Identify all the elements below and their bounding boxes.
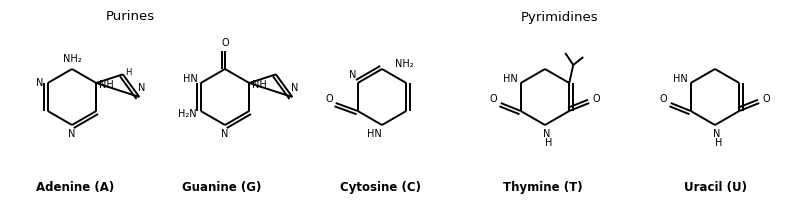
Text: N: N (138, 83, 145, 93)
Text: O: O (593, 94, 600, 104)
Text: N: N (543, 129, 550, 139)
Text: H₂N: H₂N (178, 109, 197, 119)
Text: NH₂: NH₂ (394, 59, 414, 69)
Text: Purines: Purines (106, 11, 154, 23)
Text: H: H (125, 68, 131, 77)
Text: O: O (762, 94, 770, 104)
Text: H: H (546, 138, 553, 148)
Text: O: O (660, 94, 667, 104)
Text: Thymine (T): Thymine (T) (503, 181, 583, 194)
Text: Adenine (A): Adenine (A) (36, 181, 114, 194)
Text: HN: HN (183, 74, 198, 84)
Text: Pyrimidines: Pyrimidines (521, 11, 599, 23)
Text: N: N (290, 83, 298, 93)
Text: N: N (36, 78, 43, 88)
Text: N: N (714, 129, 721, 139)
Text: O: O (326, 94, 334, 104)
Text: NH₂: NH₂ (62, 54, 82, 64)
Text: Uracil (U): Uracil (U) (683, 181, 746, 194)
Text: N: N (68, 129, 76, 139)
Text: HN: HN (503, 74, 518, 84)
Text: HN: HN (674, 74, 688, 84)
Text: N: N (349, 70, 357, 80)
Text: O: O (221, 38, 229, 48)
Text: NH: NH (252, 80, 266, 90)
Text: Cytosine (C): Cytosine (C) (339, 181, 421, 194)
Text: N: N (222, 129, 229, 139)
Text: NH: NH (99, 80, 114, 90)
Text: Guanine (G): Guanine (G) (182, 181, 262, 194)
Text: H: H (715, 138, 722, 148)
Text: HN: HN (366, 129, 382, 139)
Text: O: O (490, 94, 498, 104)
